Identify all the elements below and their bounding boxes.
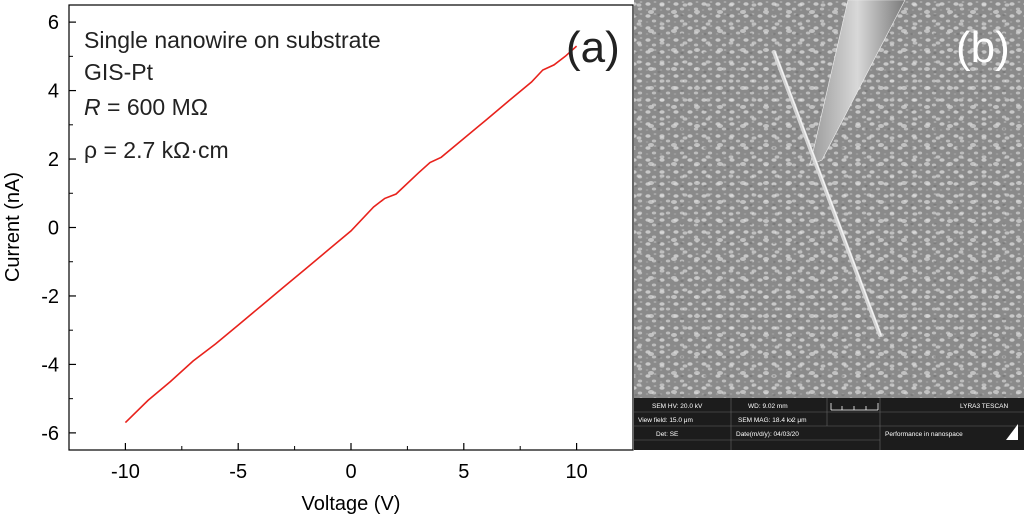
sem-wd: WD: 9.02 mm — [748, 403, 788, 410]
sem-tagline: Performance in nanospace — [885, 431, 963, 438]
annotation-box: Single nanowire on substrate GIS-Pt R = … — [84, 27, 381, 163]
panel-label-b: (b) — [956, 23, 1010, 72]
y-tick-label: 6 — [48, 12, 59, 34]
y-axis: -6 -4 -2 0 2 4 6 — [41, 12, 76, 445]
plot-area: -6 -4 -2 0 2 4 6 -10 -5 0 5 10 — [41, 4, 634, 483]
panel-label-a: (a) — [566, 23, 620, 72]
x-tick-label: -5 — [229, 461, 247, 483]
sem-detector: Det: SE — [656, 431, 679, 438]
plot-frame — [68, 4, 634, 451]
x-axis-title: Voltage (V) — [302, 493, 401, 515]
annotation-line-2: GIS-Pt — [84, 59, 154, 85]
nanowire-highlight — [774, 51, 882, 336]
x-tick-label: 0 — [345, 461, 356, 483]
annotation-line-3: R = 600 MΩ — [84, 94, 208, 120]
x-tick-label: -10 — [111, 461, 140, 483]
y-tick-label: -4 — [41, 354, 59, 376]
scale-bar-icon — [830, 403, 879, 411]
resistance-symbol: R — [84, 94, 101, 120]
sem-scale-label: 2 μm — [792, 417, 807, 424]
sem-mag: SEM MAG: 18.4 kx — [738, 417, 794, 424]
nanowire-icon — [772, 50, 882, 337]
y-tick-label: 0 — [48, 218, 59, 240]
x-tick-label: 5 — [458, 461, 469, 483]
sem-brand: LYRA3 TESCAN — [960, 403, 1008, 410]
tescan-logo-icon — [1006, 424, 1018, 440]
annotation-line-4: ρ = 2.7 kΩ·cm — [84, 137, 229, 163]
y-tick-label: 2 — [48, 149, 59, 171]
sem-info-bar: SEM HV: 20.0 kV WD: 9.02 mm LYRA3 TESCAN… — [634, 398, 1024, 450]
y-tick-label: -6 — [41, 423, 59, 445]
annotation-line-1: Single nanowire on substrate — [84, 27, 381, 53]
sem-view-field: View field: 15.0 μm — [638, 417, 693, 424]
sem-hv: SEM HV: 20.0 kV — [652, 403, 703, 410]
sem-image: (b) SEM HV: 20.0 kV WD: 9.02 mm LYRA3 TE… — [634, 0, 1024, 450]
y-axis-title: Current (nA) — [2, 172, 24, 282]
x-axis: -10 -5 0 5 10 — [68, 443, 634, 483]
sem-date: Date(m/d/y): 04/03/20 — [736, 431, 799, 438]
resistance-value: = 600 MΩ — [101, 94, 208, 120]
probe-tip-icon — [809, 0, 906, 166]
y-tick-label: 4 — [48, 81, 59, 103]
y-tick-label: -2 — [41, 286, 59, 308]
series-line — [124, 45, 578, 424]
x-tick-label: 10 — [565, 461, 587, 483]
